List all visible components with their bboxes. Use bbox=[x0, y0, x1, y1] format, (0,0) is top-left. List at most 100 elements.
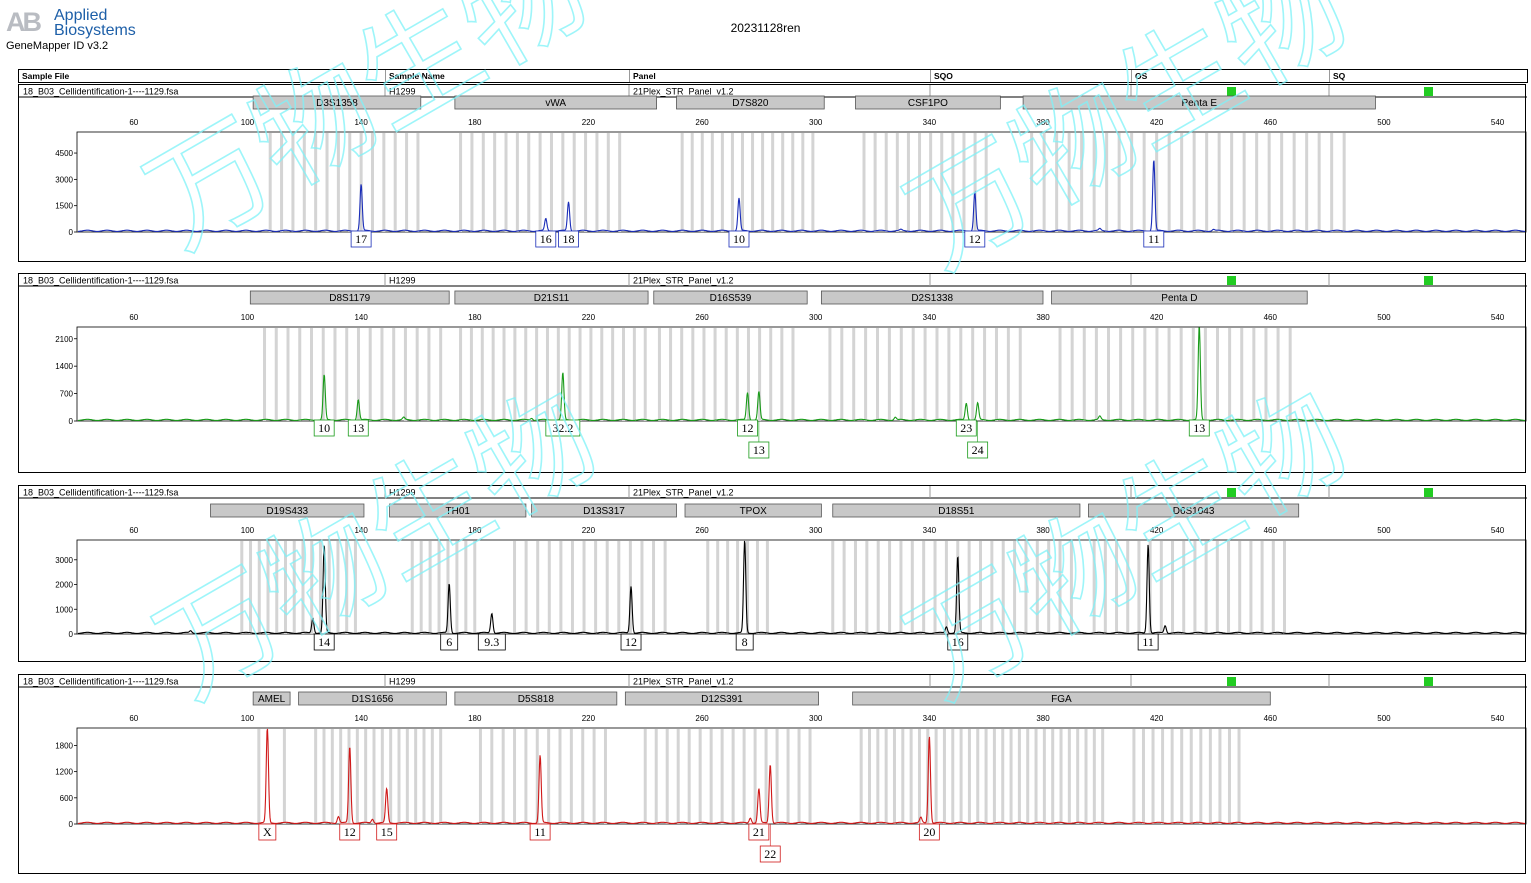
allele-bin bbox=[1117, 133, 1121, 232]
allele-bin bbox=[309, 328, 313, 421]
allele-bin bbox=[535, 729, 539, 824]
allele-bin bbox=[1018, 328, 1022, 421]
allele-bin bbox=[746, 541, 750, 634]
marker-box bbox=[1022, 95, 1376, 110]
allele-label: 11 bbox=[534, 825, 546, 839]
allele-label: 11 bbox=[1148, 232, 1160, 246]
marker-box bbox=[852, 691, 1271, 706]
x-tick-label: 460 bbox=[1264, 313, 1278, 322]
marker-box bbox=[252, 691, 291, 706]
allele-bin bbox=[713, 328, 717, 421]
allele-label: 10 bbox=[733, 232, 745, 246]
y-tick-label: 3000 bbox=[55, 556, 73, 565]
x-tick-label: 60 bbox=[129, 714, 138, 723]
allele-label-box bbox=[1188, 419, 1210, 437]
allele-label-box bbox=[955, 419, 977, 437]
x-tick-label: 300 bbox=[809, 714, 823, 723]
x-tick-label: 100 bbox=[241, 714, 255, 723]
allele-bin bbox=[274, 328, 278, 421]
allele-bin bbox=[895, 133, 899, 232]
allele-bin bbox=[1080, 133, 1084, 232]
marker-label: FGA bbox=[1051, 694, 1072, 705]
allele-bin bbox=[680, 328, 684, 421]
allele-bin bbox=[797, 729, 801, 824]
marker-box bbox=[454, 290, 649, 305]
allele-bin bbox=[513, 541, 517, 634]
marker-label: D6S1043 bbox=[1173, 506, 1215, 517]
marker-box bbox=[531, 503, 677, 518]
allele-bin bbox=[976, 729, 980, 824]
allele-bin bbox=[410, 541, 414, 634]
allele-bin bbox=[1252, 328, 1256, 421]
allele-label-box bbox=[545, 419, 581, 437]
x-tick-label: 540 bbox=[1491, 714, 1505, 723]
table-header: Sample File Sample Name Panel SQO OS SQ bbox=[18, 69, 1528, 83]
allele-bin bbox=[1276, 328, 1280, 421]
electropherogram-blue: 18_B03_Cellidentification-1----1129.fsa H… bbox=[19, 85, 1527, 248]
allele-bin bbox=[828, 328, 832, 421]
allele-bin bbox=[726, 541, 730, 634]
marker-box bbox=[855, 95, 1001, 110]
y-tick-label: 0 bbox=[69, 820, 74, 829]
os-quality-flag bbox=[1227, 276, 1236, 285]
allele-label: 6 bbox=[446, 635, 452, 649]
allele-bin bbox=[709, 729, 713, 824]
allele-bin bbox=[1132, 729, 1136, 824]
allele-bin bbox=[736, 541, 740, 634]
allele-bin bbox=[268, 133, 272, 232]
allele-bin bbox=[716, 541, 720, 634]
x-tick-label: 60 bbox=[129, 313, 138, 322]
allele-bin bbox=[751, 133, 755, 232]
allele-bin bbox=[992, 729, 996, 824]
allele-bin bbox=[1009, 729, 1013, 824]
allele-bin bbox=[584, 133, 588, 232]
electropherogram-panel-red: 18_B03_Cellidentification-1----1129.fsa H… bbox=[18, 674, 1527, 874]
allele-bin bbox=[345, 328, 349, 421]
allele-bin bbox=[899, 541, 903, 634]
allele-bin bbox=[1230, 133, 1234, 232]
allele-bin bbox=[478, 729, 482, 824]
allele-bin bbox=[480, 328, 484, 421]
allele-bin bbox=[321, 328, 325, 421]
allele-bin bbox=[1171, 541, 1175, 634]
allele-bin bbox=[842, 541, 846, 634]
allele-label: 16 bbox=[952, 635, 964, 649]
allele-bin bbox=[353, 541, 357, 634]
allele-bin bbox=[876, 729, 880, 824]
allele-bin bbox=[370, 133, 374, 232]
x-tick-label: 460 bbox=[1264, 526, 1278, 535]
allele-bin bbox=[910, 541, 914, 634]
y-tick-label: 2100 bbox=[55, 335, 73, 344]
allele-bin bbox=[1058, 541, 1062, 634]
allele-bin bbox=[325, 133, 329, 232]
allele-bin bbox=[1151, 729, 1155, 824]
allele-bin bbox=[1204, 541, 1208, 634]
x-tick-label: 420 bbox=[1150, 714, 1164, 723]
y-tick-label: 0 bbox=[69, 228, 74, 237]
signal-trace bbox=[78, 540, 1525, 634]
allele-bin bbox=[731, 729, 735, 824]
allele-bin bbox=[1242, 133, 1246, 232]
x-tick-label: 220 bbox=[582, 313, 596, 322]
sample-file-name: 18_B03_Cellidentification-1----1129.fsa bbox=[23, 87, 178, 97]
allele-label-box bbox=[1137, 633, 1159, 651]
allele-bin bbox=[549, 133, 553, 232]
allele-bin bbox=[876, 328, 880, 421]
allele-bin bbox=[1238, 541, 1242, 634]
allele-bin bbox=[1203, 328, 1207, 421]
allele-bin bbox=[595, 133, 599, 232]
allele-bin bbox=[669, 328, 673, 421]
allele-bin bbox=[439, 729, 443, 824]
allele-bin bbox=[513, 729, 517, 824]
allele-bin bbox=[942, 729, 946, 824]
electropherogram-red: 18_B03_Cellidentification-1----1129.fsa H… bbox=[19, 675, 1527, 863]
plot-frame bbox=[76, 539, 1527, 635]
marker-label: TH01 bbox=[445, 506, 470, 517]
allele-bin bbox=[720, 729, 724, 824]
allele-label-box bbox=[918, 823, 940, 841]
allele-bin bbox=[314, 133, 318, 232]
allele-label-box bbox=[477, 633, 506, 651]
allele-bin bbox=[962, 133, 966, 232]
allele-bin bbox=[923, 328, 927, 421]
allele-bin bbox=[967, 729, 971, 824]
